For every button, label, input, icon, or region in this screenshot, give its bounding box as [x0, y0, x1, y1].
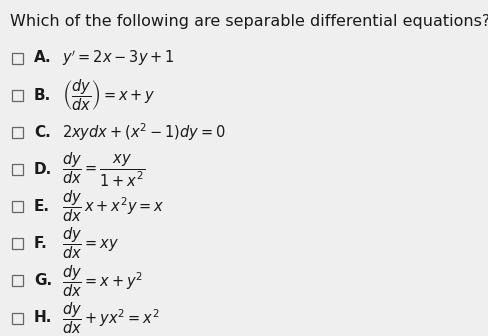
Bar — [12, 127, 23, 138]
Text: A.: A. — [34, 50, 52, 66]
Text: G.: G. — [34, 274, 52, 288]
Text: $\dfrac{dy}{dx} = x + y^2$: $\dfrac{dy}{dx} = x + y^2$ — [62, 263, 143, 299]
Text: $\dfrac{dy}{dx} = \dfrac{xy}{1+x^2}$: $\dfrac{dy}{dx} = \dfrac{xy}{1+x^2}$ — [62, 150, 145, 188]
Text: C.: C. — [34, 125, 51, 140]
Bar — [12, 164, 23, 175]
Bar — [12, 276, 23, 286]
Text: H.: H. — [34, 310, 52, 326]
Text: E.: E. — [34, 199, 50, 214]
Bar — [12, 90, 23, 101]
Text: Which of the following are separable differential equations?: Which of the following are separable dif… — [10, 14, 488, 29]
Text: $\dfrac{dy}{dx}\,x + x^2y = x$: $\dfrac{dy}{dx}\,x + x^2y = x$ — [62, 189, 164, 224]
Text: $\dfrac{dy}{dx} + yx^2 = x^2$: $\dfrac{dy}{dx} + yx^2 = x^2$ — [62, 300, 159, 336]
Bar — [12, 201, 23, 212]
Text: $y' = 2x - 3y + 1$: $y' = 2x - 3y + 1$ — [62, 48, 174, 68]
Text: $2xydx + (x^2 - 1)dy = 0$: $2xydx + (x^2 - 1)dy = 0$ — [62, 121, 225, 143]
Text: B.: B. — [34, 88, 51, 102]
Text: D.: D. — [34, 162, 52, 177]
Bar — [12, 238, 23, 249]
Text: F.: F. — [34, 236, 48, 251]
Bar — [12, 52, 23, 64]
Bar — [12, 312, 23, 324]
Text: $\dfrac{dy}{dx} = xy$: $\dfrac{dy}{dx} = xy$ — [62, 226, 119, 261]
Text: $\left(\dfrac{dy}{dx}\right) = x + y$: $\left(\dfrac{dy}{dx}\right) = x + y$ — [62, 77, 155, 113]
